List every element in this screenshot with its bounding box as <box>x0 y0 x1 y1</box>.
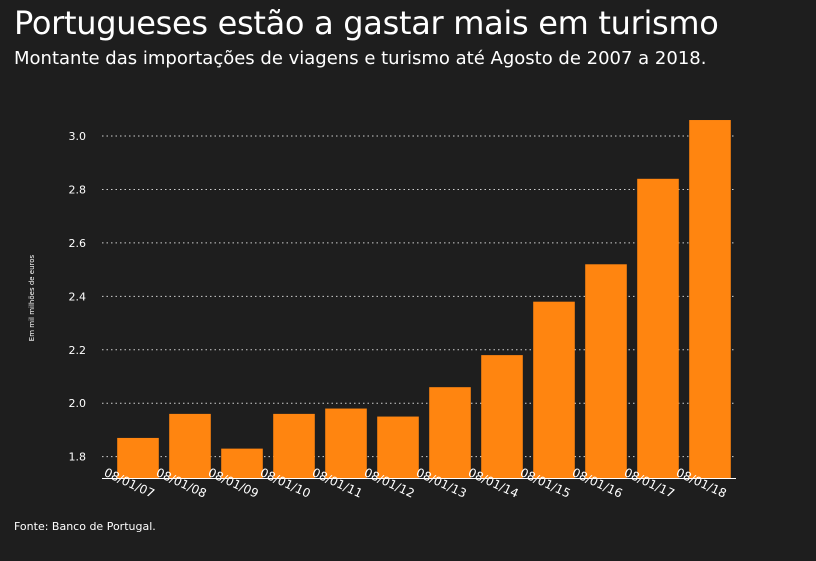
bar <box>429 387 471 478</box>
chart-title: Portugueses estão a gastar mais em turis… <box>14 4 719 42</box>
bar <box>273 413 315 478</box>
bar <box>117 437 159 478</box>
bar <box>533 301 575 478</box>
source-note: Fonte: Banco de Portugal. <box>14 520 156 533</box>
y-axis-label: Em mil milhões de euros <box>28 254 36 341</box>
y-tick-labels: 1.8 2.0 2.2 2.4 2.6 2.8 3.0 <box>69 130 87 464</box>
y-tick-label: 2.2 <box>69 344 87 357</box>
bar <box>325 408 367 478</box>
bar <box>481 355 523 478</box>
y-tick-label: 2.8 <box>69 183 87 196</box>
y-tick-label: 1.8 <box>69 451 87 464</box>
y-tick-label: 2.0 <box>69 397 87 410</box>
bar <box>689 120 731 479</box>
y-tick-label: 2.6 <box>69 237 87 250</box>
bar <box>637 178 679 479</box>
bar <box>169 413 211 478</box>
y-tick-label: 3.0 <box>69 130 87 143</box>
chart-subtitle: Montante das importações de viagens e tu… <box>14 48 707 69</box>
bars <box>117 120 731 479</box>
y-tick-label: 2.4 <box>69 290 87 303</box>
bar <box>377 416 419 478</box>
bar <box>221 448 263 478</box>
bar <box>585 264 627 478</box>
